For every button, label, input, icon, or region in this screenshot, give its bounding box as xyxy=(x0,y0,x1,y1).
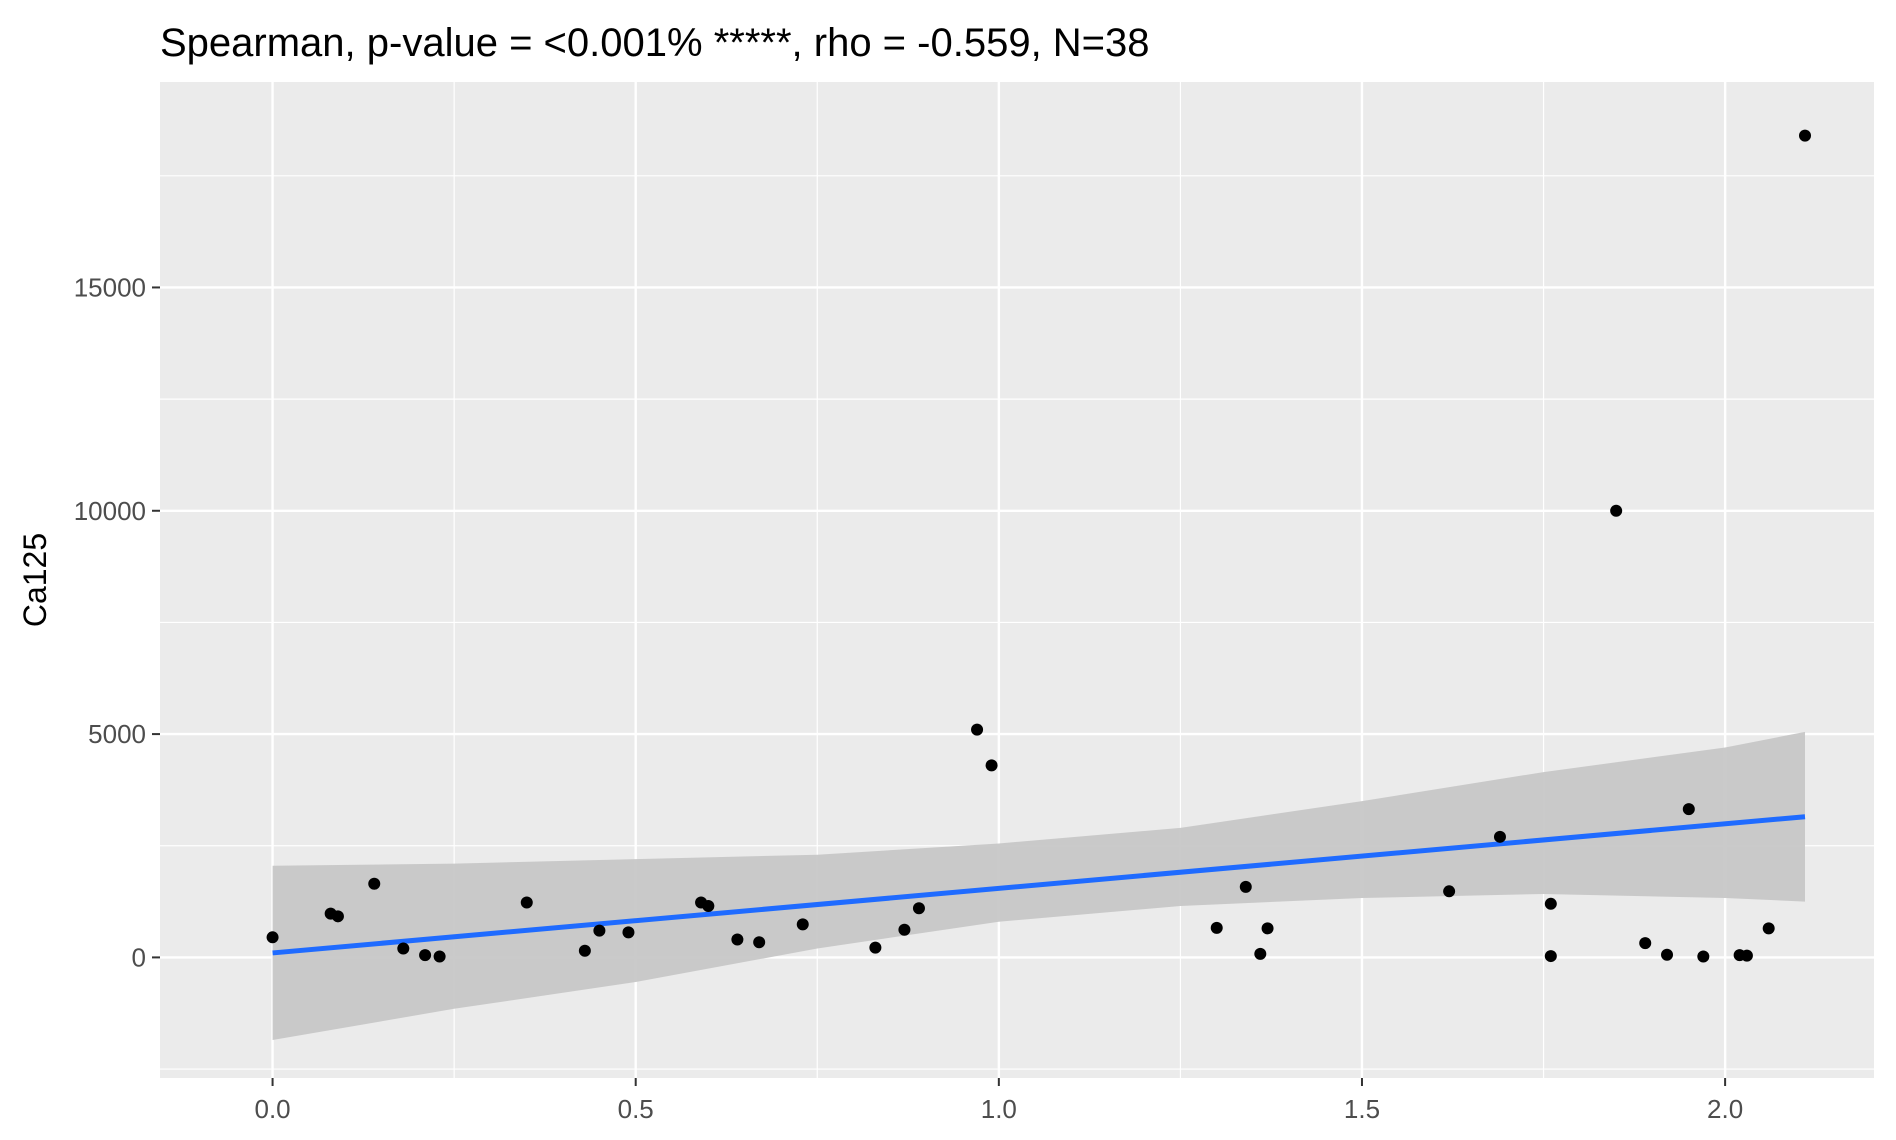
data-point xyxy=(1639,937,1652,950)
data-point xyxy=(266,931,279,944)
data-point xyxy=(1443,885,1456,898)
data-point xyxy=(985,759,998,772)
data-point xyxy=(869,941,882,954)
data-point xyxy=(1799,129,1812,142)
data-point xyxy=(1544,950,1557,963)
data-point xyxy=(578,944,591,957)
data-point xyxy=(796,918,809,931)
data-point xyxy=(753,936,766,949)
y-tick-label: 10000 xyxy=(74,496,146,526)
data-point xyxy=(1493,830,1506,843)
data-point xyxy=(520,896,533,909)
data-point xyxy=(1740,949,1753,962)
y-tick-label: 0 xyxy=(132,942,146,972)
y-axis-ticks: 0 5000 10000 15000 xyxy=(74,272,160,972)
data-point xyxy=(1254,947,1267,960)
data-point xyxy=(731,933,744,946)
data-point xyxy=(593,924,606,937)
y-tick-label: 5000 xyxy=(88,719,146,749)
data-point xyxy=(368,877,381,890)
data-point xyxy=(1261,922,1274,935)
trend-line xyxy=(272,814,1806,956)
y-tick-label: 15000 xyxy=(74,272,146,302)
data-point xyxy=(702,900,715,913)
x-tick-label: 2.0 xyxy=(1707,1094,1743,1124)
data-point xyxy=(1239,880,1252,893)
x-axis-ticks: 0.0 0.5 1.0 1.5 2.0 xyxy=(254,1078,1743,1124)
y-axis-title: Ca125 xyxy=(17,533,53,627)
data-point xyxy=(1610,504,1623,517)
data-point xyxy=(419,949,432,962)
data-point xyxy=(1210,921,1223,934)
x-tick-label: 1.0 xyxy=(981,1094,1017,1124)
data-point xyxy=(1682,803,1695,816)
data-point xyxy=(433,950,446,963)
data-point xyxy=(1661,948,1674,961)
x-tick-label: 0.5 xyxy=(618,1094,654,1124)
data-point xyxy=(912,902,925,915)
data-point xyxy=(898,923,911,936)
data-point xyxy=(622,926,635,939)
data-point xyxy=(1697,950,1710,963)
chart-title: Spearman, p-value = <0.001% *****, rho =… xyxy=(160,21,1150,65)
data-point xyxy=(331,910,344,923)
data-points xyxy=(266,129,1812,963)
x-tick-label: 1.5 xyxy=(1344,1094,1380,1124)
data-point xyxy=(397,942,410,955)
data-point xyxy=(1762,922,1775,935)
data-point xyxy=(1544,897,1557,910)
data-point xyxy=(971,723,984,736)
x-tick-label: 0.0 xyxy=(254,1094,290,1124)
